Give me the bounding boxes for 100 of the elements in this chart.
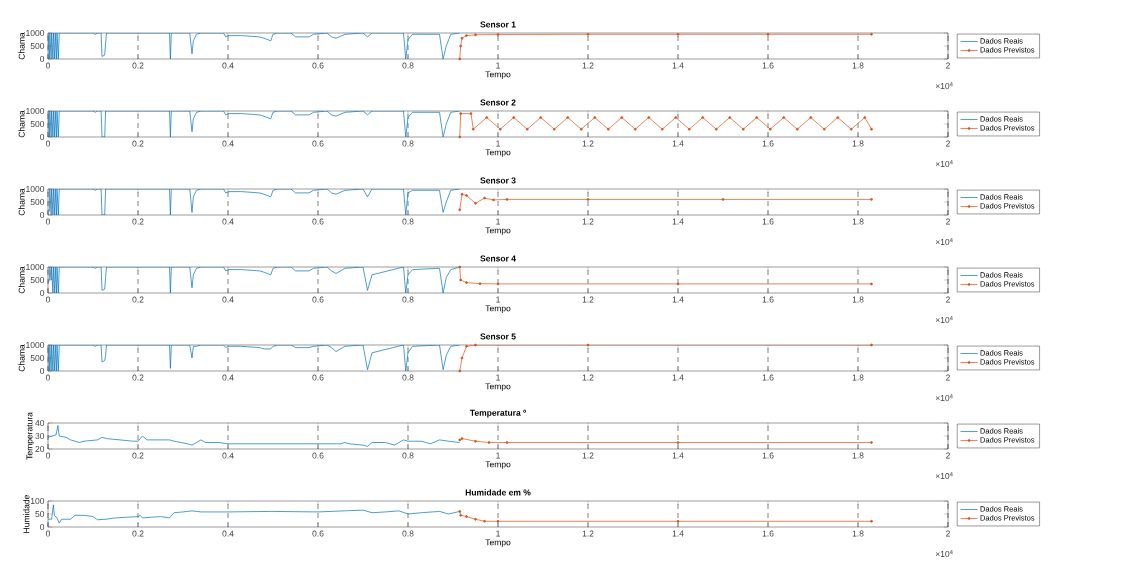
x-tick-label: 0 bbox=[45, 452, 51, 459]
point bbox=[460, 192, 464, 196]
x-tick-label: 1 bbox=[496, 218, 500, 225]
point bbox=[870, 127, 873, 131]
point bbox=[465, 34, 468, 37]
x-tick-label: 1.2 bbox=[582, 296, 594, 303]
text: ×10$^{4}$ bbox=[935, 316, 953, 324]
point bbox=[676, 32, 680, 36]
point bbox=[483, 196, 486, 200]
x-tick-label: 1 bbox=[496, 530, 500, 537]
point bbox=[496, 519, 500, 523]
x-tick-label: 0.6 bbox=[312, 140, 324, 147]
x-tick-label: 1.6 bbox=[762, 218, 774, 225]
x-tick-label: 1.2 bbox=[582, 452, 594, 459]
x-tick-label: 0.8 bbox=[402, 374, 414, 381]
x-tick-label: 0 bbox=[45, 140, 51, 147]
point bbox=[782, 116, 786, 119]
chart-title: Sensor 1 bbox=[480, 21, 516, 28]
x-tick-label: 0.2 bbox=[132, 62, 144, 69]
y-tick-label: 0 bbox=[40, 524, 45, 531]
y-axis-title: Chama bbox=[18, 344, 25, 372]
x-tick-label: 1.8 bbox=[852, 62, 864, 69]
point bbox=[496, 33, 500, 36]
x-tick-label: 1.4 bbox=[672, 530, 684, 537]
chart-title: Temperatura º bbox=[469, 409, 527, 418]
point bbox=[498, 127, 502, 131]
point bbox=[863, 116, 867, 119]
x-tick-label: 1.6 bbox=[762, 296, 774, 303]
y-tick-label: 0 bbox=[40, 56, 45, 63]
x-tick-label: 1.8 bbox=[852, 140, 864, 147]
point bbox=[478, 282, 482, 285]
x-tick-label: 1.2 bbox=[582, 374, 594, 381]
point bbox=[539, 116, 543, 119]
x-axis-title: Tempo bbox=[485, 539, 511, 548]
x-tick-label: 0.8 bbox=[402, 452, 414, 459]
point bbox=[586, 32, 590, 36]
point bbox=[496, 282, 500, 286]
point bbox=[593, 116, 597, 119]
point bbox=[676, 519, 680, 523]
point bbox=[606, 127, 610, 131]
x-tick-label: 1.2 bbox=[582, 530, 594, 537]
point bbox=[474, 517, 477, 521]
y-tick-label: 20 bbox=[35, 446, 45, 453]
x-tick-label: 2 bbox=[946, 374, 950, 381]
point bbox=[471, 127, 475, 131]
x-tick-label: 0 bbox=[45, 296, 51, 303]
point bbox=[458, 135, 462, 139]
point bbox=[469, 112, 473, 115]
y-tick-label: 100 bbox=[30, 498, 45, 505]
point bbox=[674, 116, 678, 119]
point bbox=[849, 127, 853, 131]
point bbox=[870, 32, 873, 36]
x-tick-label: 1 bbox=[496, 140, 500, 147]
x-tick-label: 1.4 bbox=[672, 374, 684, 381]
point bbox=[836, 116, 840, 119]
line-series bbox=[48, 504, 461, 524]
x-tick-label: 0.6 bbox=[312, 530, 324, 537]
x-tick-label: 0 bbox=[45, 530, 51, 537]
text: ×10$^{4}$ bbox=[935, 394, 953, 402]
x-tick-label: 1.4 bbox=[672, 296, 684, 303]
text: ×10$^{4}$ bbox=[935, 238, 953, 246]
x-tick-label: 1.4 bbox=[672, 140, 684, 147]
x-tick-label: 0 bbox=[45, 218, 51, 225]
x-tick-label: 1.6 bbox=[762, 452, 774, 459]
x-tick-label: 0.4 bbox=[222, 296, 234, 303]
x-tick-label: 0.8 bbox=[402, 530, 414, 537]
x-axis-title: Tempo bbox=[485, 149, 511, 158]
point bbox=[525, 127, 529, 131]
y-tick-label: 0 bbox=[40, 212, 45, 219]
point bbox=[505, 198, 509, 201]
x-tick-label: 1.4 bbox=[672, 62, 684, 69]
point bbox=[465, 515, 468, 518]
y-tick-label: 40 bbox=[35, 420, 45, 427]
x-tick-label: 1.6 bbox=[762, 62, 774, 69]
x-tick-label: 0 bbox=[45, 374, 51, 381]
x-tick-label: 1.2 bbox=[582, 140, 594, 147]
chart-title: Sensor 3 bbox=[480, 177, 516, 184]
point bbox=[809, 116, 813, 119]
y-tick-label: 0 bbox=[40, 368, 45, 375]
x-tick-label: 0.2 bbox=[132, 218, 144, 225]
x-tick-label: 0.6 bbox=[312, 374, 324, 381]
point bbox=[795, 127, 799, 131]
point bbox=[660, 127, 664, 131]
x-tick-label: 0 bbox=[45, 62, 51, 69]
x-tick-label: 0.4 bbox=[222, 452, 234, 459]
x-tick-label: 1.8 bbox=[852, 452, 864, 459]
point bbox=[465, 194, 468, 197]
point bbox=[485, 116, 489, 119]
x-tick-label: 0.2 bbox=[132, 530, 144, 537]
x-tick-label: 1 bbox=[496, 452, 500, 459]
point bbox=[647, 116, 651, 119]
x-axis-title: Tempo bbox=[485, 227, 511, 236]
chart-title: Sensor 2 bbox=[480, 99, 516, 106]
y-axis-title: Chama bbox=[18, 32, 25, 60]
y-axis-title: Chama bbox=[18, 266, 25, 294]
x-tick-label: 1 bbox=[496, 374, 500, 381]
point bbox=[687, 127, 691, 131]
y-axis-title: Chama bbox=[18, 188, 25, 216]
x-tick-label: 1.2 bbox=[582, 218, 594, 225]
text: ×10$^{4}$ bbox=[935, 472, 953, 480]
